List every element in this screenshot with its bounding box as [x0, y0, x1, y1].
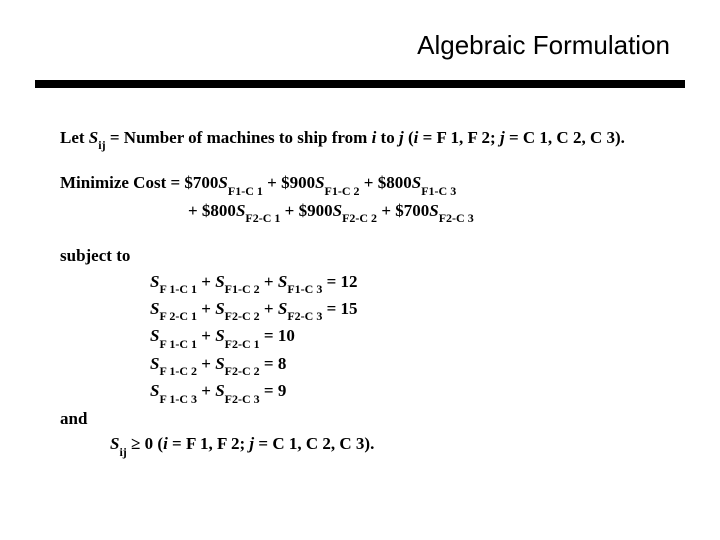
let-var: S	[89, 128, 98, 147]
obj-l2a: + $800	[188, 201, 236, 220]
objective-function: Minimize Cost = $700SF1-C 1 + $900SF1-C …	[60, 170, 680, 225]
constraint-2: SF 2-C 1 + SF2-C 2 + SF2-C 3 = 15	[60, 296, 680, 323]
let-open: (	[404, 128, 414, 147]
constraint-5: SF 1-C 3 + SF2-C 3 = 9	[60, 378, 680, 405]
constraint-1: SF 1-C 1 + SF1-C 2 + SF1-C 3 = 12	[60, 269, 680, 296]
c2bs: F2-C 2	[225, 309, 260, 323]
obj-t6sub: F2-C 3	[439, 211, 474, 225]
c3bs: F2-C 1	[225, 337, 260, 351]
let-var-sub: ij	[98, 138, 105, 152]
c2eq: = 15	[322, 299, 357, 318]
slide-title: Algebraic Formulation	[417, 30, 670, 61]
c1p2: +	[260, 272, 278, 291]
c2p1: +	[197, 299, 215, 318]
c4as: F 1-C 2	[159, 364, 197, 378]
obj-t5s: S	[333, 201, 342, 220]
c2cs: F2-C 3	[287, 309, 322, 323]
obj-t4sub: F2-C 1	[245, 211, 280, 225]
obj-p1: + $900	[263, 173, 315, 192]
obj-t4s: S	[236, 201, 245, 220]
c1c: S	[278, 272, 287, 291]
c1bs: F1-C 2	[225, 282, 260, 296]
subject-to: subject to	[60, 243, 680, 269]
c1eq: = 12	[322, 272, 357, 291]
divider-bar	[35, 80, 685, 88]
let-jrange: = C 1, C 2, C 3).	[509, 128, 625, 147]
c5b: S	[215, 381, 224, 400]
obj-p3: + $900	[280, 201, 332, 220]
and-label: and	[60, 406, 680, 432]
let-irange: = F 1, F 2;	[423, 128, 500, 147]
nn-jr: = C 1, C 2, C 3).	[258, 434, 374, 453]
c2p2: +	[260, 299, 278, 318]
c3b: S	[215, 326, 224, 345]
let-to: to	[376, 128, 399, 147]
obj-t1sub: F1-C 1	[228, 184, 263, 198]
obj-p2: + $800	[360, 173, 412, 192]
c3p1: +	[197, 326, 215, 345]
obj-t1s: S	[218, 173, 227, 192]
c1as: F 1-C 1	[159, 282, 197, 296]
obj-t3sub: F1-C 3	[421, 184, 456, 198]
let-eq: = Number of machines to ship from	[106, 128, 372, 147]
let-i2: i	[414, 128, 423, 147]
c4bs: F2-C 2	[225, 364, 260, 378]
objective-line2: + $800SF2-C 1 + $900SF2-C 2 + $700SF2-C …	[60, 198, 680, 225]
objective-line1: Minimize Cost = $700SF1-C 1 + $900SF1-C …	[60, 170, 680, 197]
obj-p4: + $700	[377, 201, 429, 220]
constraints: subject to SF 1-C 1 + SF1-C 2 + SF1-C 3 …	[60, 243, 680, 458]
obj-t6s: S	[429, 201, 438, 220]
c2as: F 2-C 1	[159, 309, 197, 323]
c4eq: = 8	[260, 354, 287, 373]
c1b: S	[215, 272, 224, 291]
nn-sub: ij	[119, 445, 126, 459]
c4b: S	[215, 354, 224, 373]
let-definition: Let Sij = Number of machines to ship fro…	[60, 125, 680, 152]
c5as: F 1-C 3	[159, 392, 197, 406]
nn-i: i	[163, 434, 172, 453]
c5p1: +	[197, 381, 215, 400]
c4p1: +	[197, 354, 215, 373]
c5eq: = 9	[260, 381, 287, 400]
nn-geq: ≥ 0 (	[127, 434, 163, 453]
obj-t5sub: F2-C 2	[342, 211, 377, 225]
c2b: S	[215, 299, 224, 318]
slide-content: Let Sij = Number of machines to ship fro…	[60, 125, 680, 459]
constraint-3: SF 1-C 1 + SF2-C 1 = 10	[60, 323, 680, 350]
c3eq: = 10	[260, 326, 295, 345]
c3as: F 1-C 1	[159, 337, 197, 351]
nn-ir: = F 1, F 2;	[172, 434, 249, 453]
c2c: S	[278, 299, 287, 318]
c1p1: +	[197, 272, 215, 291]
c1cs: F1-C 3	[287, 282, 322, 296]
nonneg-constraint: Sij ≥ 0 (i = F 1, F 2; j = C 1, C 2, C 3…	[60, 431, 680, 458]
obj-t2s: S	[315, 173, 324, 192]
obj-head: Minimize Cost = $700	[60, 173, 218, 192]
let-prefix: Let	[60, 128, 89, 147]
c5bs: F2-C 3	[225, 392, 260, 406]
constraint-4: SF 1-C 2 + SF2-C 2 = 8	[60, 351, 680, 378]
obj-t3s: S	[412, 173, 421, 192]
obj-t2sub: F1-C 2	[325, 184, 360, 198]
let-j2: j	[500, 128, 509, 147]
